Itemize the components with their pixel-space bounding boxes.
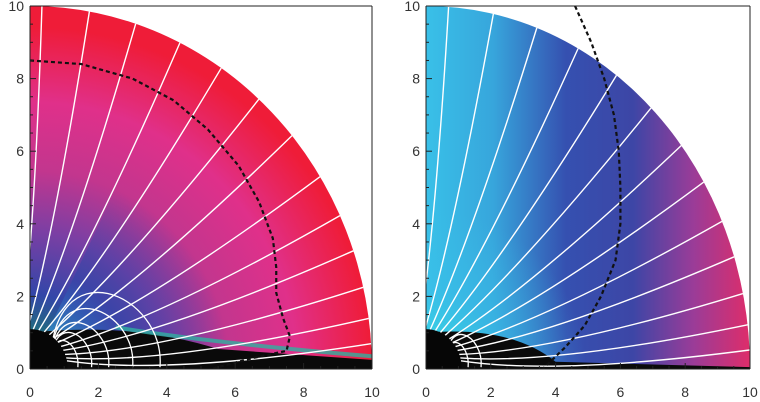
x-tick-label: 10 xyxy=(364,384,380,400)
y-tick-label: 8 xyxy=(16,71,24,87)
x-tick-label: 6 xyxy=(617,384,625,400)
field-line xyxy=(60,214,341,348)
field-line xyxy=(426,13,495,329)
left-disk-edge-glow xyxy=(115,325,372,359)
field-line xyxy=(460,324,748,360)
right-central-star xyxy=(426,329,462,369)
field-line xyxy=(449,145,682,340)
left-panel: 0 2 4 6 8 10 0 2 4 6 8 10 xyxy=(8,0,380,400)
left-central-star xyxy=(30,329,68,369)
field-line xyxy=(459,292,744,356)
x-tick-label: 8 xyxy=(300,384,308,400)
y-tick-label: 4 xyxy=(16,216,24,232)
field-line xyxy=(452,181,705,344)
field-line xyxy=(66,317,369,360)
x-tick-label: 8 xyxy=(681,384,689,400)
y-tick-label: 4 xyxy=(412,216,420,232)
right-field-lines xyxy=(426,6,750,367)
field-line xyxy=(434,48,579,331)
right-panel: 0 2 4 6 8 10 0 2 4 6 8 10 xyxy=(404,0,758,400)
left-dashed-contour xyxy=(30,59,292,369)
y-tick-label: 0 xyxy=(412,361,420,377)
left-low-latitude-band xyxy=(30,45,372,369)
field-line xyxy=(43,67,222,333)
field-line xyxy=(439,74,618,333)
y-tick-label: 10 xyxy=(8,0,24,14)
field-line xyxy=(57,176,321,343)
y-tick-label: 6 xyxy=(16,143,24,159)
y-tick-label: 2 xyxy=(412,288,420,304)
y-tick-label: 2 xyxy=(16,288,24,304)
field-line xyxy=(426,6,450,289)
x-tick-label: 6 xyxy=(231,384,239,400)
y-tick-label: 0 xyxy=(16,361,24,377)
left-axes: 0 2 4 6 8 10 0 2 4 6 8 10 xyxy=(8,0,380,400)
x-tick-label: 2 xyxy=(487,384,495,400)
field-line xyxy=(429,27,538,330)
x-tick-label: 4 xyxy=(552,384,560,400)
right-equatorial-disk-band xyxy=(426,331,750,369)
x-tick-label: 0 xyxy=(422,384,430,400)
y-tick-label: 6 xyxy=(412,143,420,159)
y-tick-label: 10 xyxy=(404,0,420,14)
x-tick-label: 4 xyxy=(163,384,171,400)
field-line xyxy=(457,256,735,352)
field-line xyxy=(48,98,260,336)
x-tick-label: 2 xyxy=(95,384,103,400)
field-line xyxy=(460,349,750,367)
field-line xyxy=(63,250,354,352)
right-polar-cyan-glow xyxy=(426,187,588,369)
field-line xyxy=(64,286,364,356)
field-line xyxy=(66,342,372,367)
field-line xyxy=(30,11,91,324)
closed-loop xyxy=(49,307,134,368)
right-axes: 0 2 4 6 8 10 0 2 4 6 8 10 xyxy=(404,0,758,400)
x-tick-label: 10 xyxy=(742,384,758,400)
closed-loop xyxy=(49,291,161,368)
field-line xyxy=(455,220,723,348)
x-tick-label: 0 xyxy=(26,384,34,400)
y-tick-label: 8 xyxy=(412,71,420,87)
